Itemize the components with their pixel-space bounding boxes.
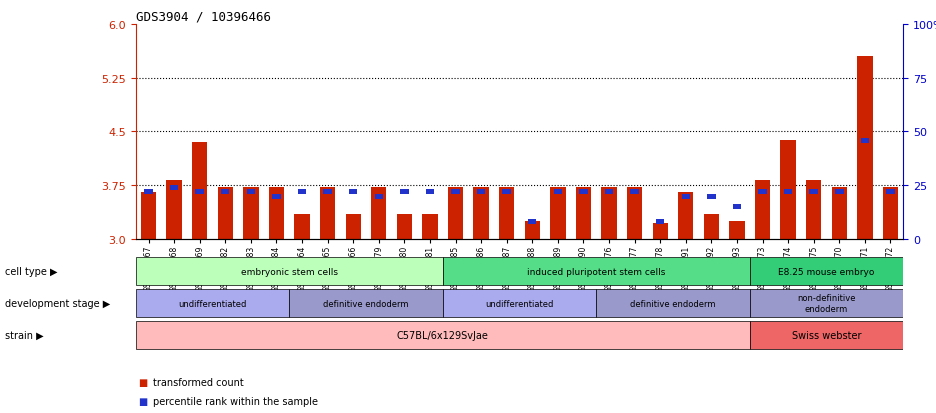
Bar — [400, 190, 409, 195]
Bar — [422, 214, 438, 240]
Bar — [528, 220, 536, 225]
Bar — [349, 190, 358, 195]
FancyBboxPatch shape — [443, 258, 750, 285]
FancyBboxPatch shape — [750, 290, 903, 317]
Text: definitive endoderm: definitive endoderm — [323, 299, 409, 308]
Bar — [169, 185, 179, 190]
Bar — [553, 190, 563, 195]
Bar — [144, 190, 153, 195]
Bar — [298, 190, 306, 195]
Bar — [217, 187, 233, 240]
Bar — [605, 190, 613, 195]
Text: transformed count: transformed count — [153, 377, 243, 387]
Bar — [503, 190, 511, 195]
Bar — [729, 222, 745, 240]
Bar — [831, 187, 847, 240]
Bar — [678, 193, 694, 240]
Bar — [576, 187, 592, 240]
FancyBboxPatch shape — [136, 258, 443, 285]
Bar — [243, 187, 258, 240]
Bar — [886, 190, 895, 195]
Bar — [860, 138, 870, 143]
Bar — [704, 214, 719, 240]
Text: undifferentiated: undifferentiated — [178, 299, 247, 308]
Bar — [630, 190, 639, 195]
Bar — [781, 141, 796, 240]
Bar — [451, 190, 460, 195]
Bar — [426, 190, 434, 195]
Text: GDS3904 / 10396466: GDS3904 / 10396466 — [136, 10, 271, 23]
Text: ■: ■ — [139, 377, 148, 387]
FancyBboxPatch shape — [136, 290, 289, 317]
FancyBboxPatch shape — [136, 321, 750, 349]
Text: embryonic stem cells: embryonic stem cells — [241, 267, 338, 276]
Bar — [221, 190, 229, 195]
Bar — [374, 194, 383, 199]
Bar — [371, 187, 387, 240]
Bar — [246, 190, 256, 195]
Bar — [810, 190, 818, 195]
Text: undifferentiated: undifferentiated — [485, 299, 554, 308]
Text: C57BL/6x129SvJae: C57BL/6x129SvJae — [397, 330, 489, 340]
Text: E8.25 mouse embryo: E8.25 mouse embryo — [779, 267, 874, 276]
Text: induced pluripotent stem cells: induced pluripotent stem cells — [527, 267, 665, 276]
Bar — [835, 190, 843, 195]
Bar — [320, 187, 335, 240]
Bar — [192, 143, 208, 240]
Bar — [656, 220, 665, 225]
Bar — [652, 224, 668, 240]
Bar — [499, 187, 515, 240]
Text: non-definitive
endoderm: non-definitive endoderm — [797, 294, 856, 313]
Bar — [857, 57, 872, 240]
Bar — [524, 222, 540, 240]
Bar — [345, 214, 361, 240]
Text: cell type ▶: cell type ▶ — [5, 266, 57, 277]
Bar — [269, 187, 285, 240]
Bar — [397, 214, 412, 240]
FancyBboxPatch shape — [289, 290, 443, 317]
Bar — [323, 190, 332, 195]
FancyBboxPatch shape — [750, 321, 903, 349]
Bar — [758, 190, 767, 195]
Bar — [196, 190, 204, 195]
Text: Swiss webster: Swiss webster — [792, 330, 861, 340]
Bar — [754, 181, 770, 240]
Bar — [627, 187, 642, 240]
Bar — [681, 194, 690, 199]
Text: strain ▶: strain ▶ — [5, 330, 43, 340]
Text: development stage ▶: development stage ▶ — [5, 298, 110, 309]
Bar — [783, 190, 793, 195]
Text: definitive endoderm: definitive endoderm — [630, 299, 716, 308]
Bar — [883, 187, 899, 240]
Text: ■: ■ — [139, 396, 148, 406]
FancyBboxPatch shape — [750, 258, 903, 285]
Bar — [167, 181, 182, 240]
FancyBboxPatch shape — [443, 290, 596, 317]
Bar — [806, 181, 822, 240]
Bar — [272, 194, 281, 199]
FancyBboxPatch shape — [596, 290, 750, 317]
Bar — [476, 190, 486, 195]
Bar — [601, 187, 617, 240]
Text: percentile rank within the sample: percentile rank within the sample — [153, 396, 317, 406]
Bar — [579, 190, 588, 195]
Bar — [294, 214, 310, 240]
Bar — [474, 187, 489, 240]
Bar — [733, 205, 741, 210]
Bar — [550, 187, 565, 240]
Bar — [447, 187, 463, 240]
Bar — [140, 193, 156, 240]
Bar — [707, 194, 716, 199]
